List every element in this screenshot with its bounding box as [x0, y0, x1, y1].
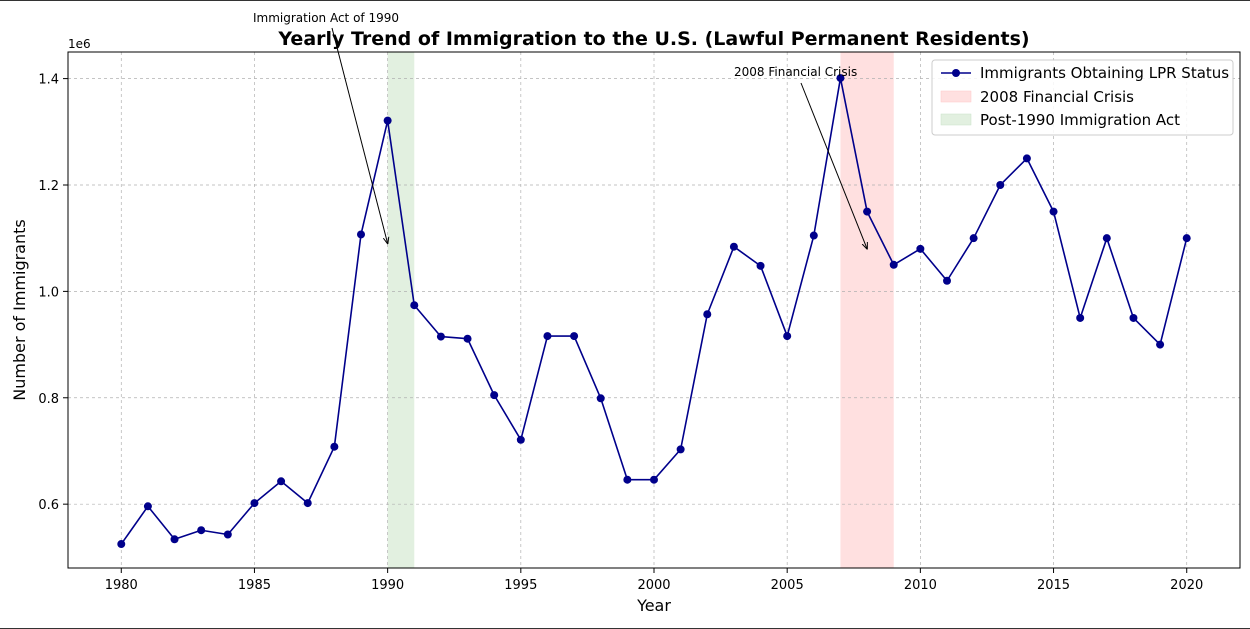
data-point [969, 234, 978, 243]
chart-title: Yearly Trend of Immigration to the U.S. … [277, 28, 1029, 50]
shaded-region-1 [387, 52, 415, 568]
data-point [250, 499, 259, 508]
x-tick-label: 1985 [238, 578, 271, 593]
data-point [783, 332, 792, 341]
data-point [117, 540, 126, 549]
x-tick-label: 2015 [1037, 578, 1070, 593]
data-point [596, 394, 605, 403]
x-tick-label: 2005 [771, 578, 804, 593]
data-point [223, 530, 232, 539]
data-point [916, 244, 925, 253]
data-point [809, 231, 818, 240]
data-point [1022, 154, 1031, 163]
data-point [1156, 340, 1165, 349]
legend-item-act: Post-1990 Immigration Act [940, 111, 1180, 129]
data-point [410, 301, 419, 310]
data-point [996, 180, 1005, 189]
data-point [623, 475, 632, 484]
x-tick-label: 1990 [371, 578, 404, 593]
data-point [650, 475, 658, 484]
annotation-label-0: Immigration Act of 1990 [253, 11, 399, 25]
annotation-arrow-1 [800, 82, 867, 249]
data-point [570, 332, 579, 341]
data-point [676, 445, 685, 454]
legend-point-marker [952, 69, 960, 77]
data-point [490, 391, 499, 400]
data-point [756, 261, 765, 270]
data-point [703, 310, 712, 319]
legend: Immigrants Obtaining LPR Status 2008 Fin… [931, 59, 1234, 136]
data-point [863, 207, 872, 216]
data-point [383, 116, 392, 125]
legend-item-series: Immigrants Obtaining LPR Status [941, 64, 1229, 82]
data-point [170, 535, 179, 544]
annotation-arrow-0 [331, 27, 388, 244]
data-point [277, 477, 286, 486]
legend-label-act: Post-1990 Immigration Act [980, 111, 1180, 129]
data-point [330, 442, 339, 451]
annotation-label-1: 2008 Financial Crisis [734, 65, 857, 79]
y-tick-label: 0.6 [38, 498, 59, 513]
data-point [1129, 313, 1138, 322]
data-point [1102, 234, 1111, 243]
y-tick-label: 1.4 [38, 73, 59, 88]
x-tick-label: 2020 [1170, 578, 1203, 593]
x-tick-label: 1980 [105, 578, 138, 593]
legend-swatch-crisis [940, 90, 972, 103]
data-point [357, 230, 365, 239]
shaded-region-0 [840, 52, 894, 568]
legend-label-crisis: 2008 Financial Crisis [980, 88, 1134, 106]
data-point [543, 332, 552, 341]
data-point [143, 502, 152, 511]
y-tick-label: 1.2 [38, 179, 59, 194]
y-tick-label: 1.0 [38, 285, 59, 300]
x-axis-label: Year [636, 596, 671, 615]
y-offset-label: 1e6 [68, 37, 91, 51]
data-point [436, 332, 445, 341]
x-tick-label: 1995 [504, 578, 537, 593]
data-point [729, 242, 738, 251]
data-point [197, 526, 206, 535]
x-tick-label: 2000 [637, 578, 670, 593]
legend-label-series: Immigrants Obtaining LPR Status [980, 64, 1229, 82]
data-point [889, 260, 898, 269]
data-point [1049, 207, 1058, 216]
data-point [943, 276, 951, 285]
data-point [836, 74, 845, 83]
data-point [1076, 313, 1085, 322]
legend-item-crisis: 2008 Financial Crisis [940, 88, 1134, 106]
data-point [516, 435, 525, 444]
data-point [303, 499, 312, 508]
y-axis-label: Number of Immigrants [10, 219, 29, 401]
legend-swatch-act [940, 113, 972, 126]
legend-box [931, 59, 1234, 136]
y-tick-label: 0.8 [38, 392, 59, 407]
data-point [1182, 234, 1191, 243]
top-frame-edge [0, 0, 1250, 1]
data-point [463, 334, 472, 343]
x-tick-label: 2010 [904, 578, 937, 593]
